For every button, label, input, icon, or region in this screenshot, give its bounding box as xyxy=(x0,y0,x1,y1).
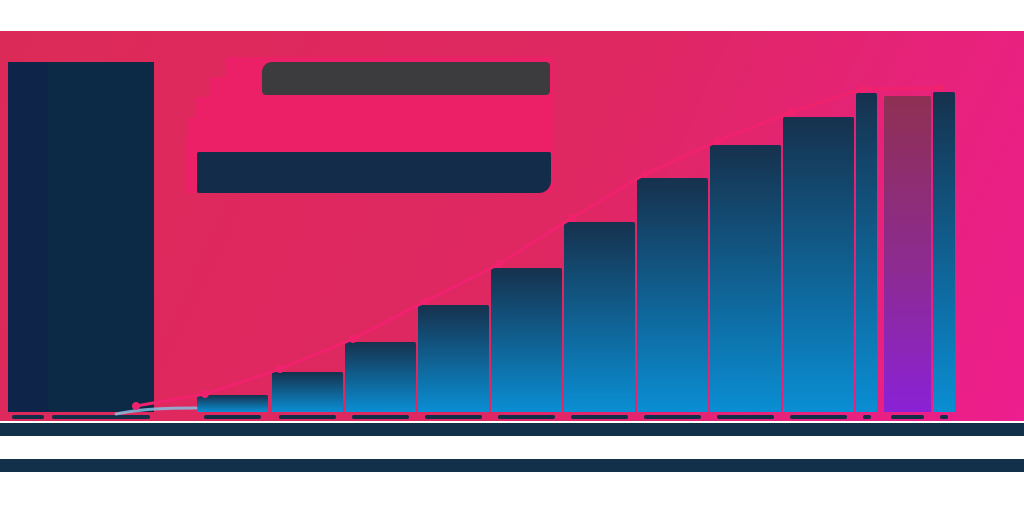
footer-band xyxy=(0,459,1024,472)
bar-5 xyxy=(491,268,562,412)
tick-label-redacted xyxy=(52,415,150,419)
bar-1 xyxy=(197,395,268,412)
bar-6 xyxy=(564,222,635,412)
tick-label-redacted xyxy=(644,415,701,419)
bar-8 xyxy=(710,145,781,412)
bar-12 xyxy=(933,92,955,412)
axis-band xyxy=(0,423,1024,436)
tick-label-redacted xyxy=(571,415,628,419)
tick-label-redacted xyxy=(425,415,482,419)
tick-label-redacted xyxy=(790,415,847,419)
bar-3 xyxy=(345,342,416,412)
bar-10 xyxy=(856,93,877,412)
tick-label-redacted xyxy=(204,415,261,419)
bar-11 xyxy=(884,96,931,412)
tick-label-redacted xyxy=(940,415,948,419)
chart-title-redacted xyxy=(262,62,550,95)
tick-label-redacted xyxy=(12,415,44,419)
tick-label-redacted xyxy=(279,415,336,419)
tick-label-redacted xyxy=(352,415,409,419)
chart-subtitle-redacted xyxy=(197,152,551,193)
ghost-bar-left xyxy=(8,62,48,412)
bar-7 xyxy=(637,178,708,412)
bar-4 xyxy=(418,305,489,412)
tick-label-redacted xyxy=(891,415,924,419)
tick-label-redacted xyxy=(863,415,871,419)
bar-9 xyxy=(783,117,854,412)
ghost-bar-right xyxy=(48,62,154,412)
bar-2 xyxy=(272,372,343,412)
tick-label-redacted xyxy=(498,415,555,419)
tick-label-redacted xyxy=(717,415,774,419)
